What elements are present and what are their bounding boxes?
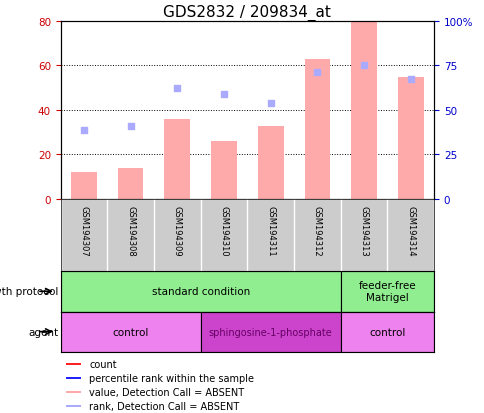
Point [360, 63, 367, 70]
Point [406, 76, 414, 83]
Text: percentile rank within the sample: percentile rank within the sample [89, 373, 254, 383]
Bar [66, 377, 80, 379]
Text: growth protocol: growth protocol [0, 287, 58, 297]
Text: GSM194307: GSM194307 [79, 205, 88, 256]
Bar [164, 120, 190, 199]
Text: agent: agent [28, 327, 58, 337]
Bar [66, 363, 80, 365]
Bar [211, 142, 236, 199]
Point [313, 70, 320, 76]
Text: sphingosine-1-phosphate: sphingosine-1-phosphate [209, 327, 332, 337]
Text: value, Detection Call = ABSENT: value, Detection Call = ABSENT [89, 387, 244, 397]
Text: GSM194311: GSM194311 [266, 205, 274, 256]
Bar [60, 271, 340, 312]
Text: rank, Detection Call = ABSENT: rank, Detection Call = ABSENT [89, 401, 239, 411]
Bar [340, 312, 433, 352]
Text: feeder-free
Matrigel: feeder-free Matrigel [358, 281, 415, 302]
Bar [340, 271, 433, 312]
Point [126, 123, 134, 130]
Point [220, 92, 227, 98]
Bar [397, 77, 423, 199]
Text: control: control [112, 327, 149, 337]
Bar [60, 312, 200, 352]
Bar [257, 126, 283, 199]
Text: GSM194314: GSM194314 [406, 205, 414, 256]
Point [266, 101, 274, 107]
Text: GSM194312: GSM194312 [312, 205, 321, 256]
Bar [71, 173, 97, 199]
Text: count: count [89, 359, 117, 369]
Bar [118, 169, 143, 199]
Bar [350, 22, 376, 199]
Text: GSM194313: GSM194313 [359, 205, 368, 256]
Text: GSM194309: GSM194309 [172, 205, 182, 256]
Text: GSM194308: GSM194308 [126, 205, 135, 256]
Text: GSM194310: GSM194310 [219, 205, 228, 256]
Title: GDS2832 / 209834_at: GDS2832 / 209834_at [163, 5, 331, 21]
Bar [66, 406, 80, 407]
Text: control: control [368, 327, 405, 337]
Point [173, 85, 181, 92]
Bar [304, 59, 330, 199]
Point [80, 127, 88, 134]
Bar [66, 392, 80, 393]
Text: standard condition: standard condition [151, 287, 249, 297]
Bar [200, 312, 340, 352]
